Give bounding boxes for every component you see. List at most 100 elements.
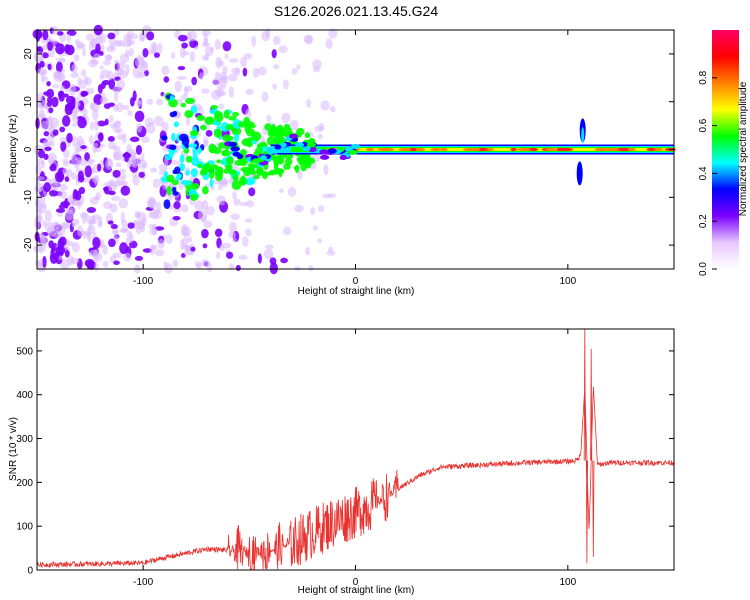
spectrogram-blob <box>208 169 215 180</box>
ridge-onset-blob <box>306 142 317 148</box>
ridge-onset-blob <box>319 154 330 160</box>
ridge-onset-blob <box>302 146 311 152</box>
ridge-peak <box>595 147 610 152</box>
spectrogram-noise-blob <box>93 261 99 272</box>
spectrogram-noise-blob <box>80 195 85 204</box>
spectrogram-blob <box>180 102 187 108</box>
spectrogram-noise-blob <box>189 39 197 49</box>
spectrogram-noise-blob <box>102 60 112 66</box>
spectrogram-noise-blob <box>107 32 116 40</box>
spectrogram-noise-blob <box>219 71 228 81</box>
spectrogram-blob <box>231 180 242 191</box>
spectrogram-noise-blob <box>42 29 49 41</box>
spectrogram-noise-blob <box>146 31 155 41</box>
spectrogram-noise-blob <box>215 251 221 260</box>
spectrogram-blob <box>192 151 198 162</box>
spectrogram-blob <box>166 174 175 183</box>
spectrogram-noise-blob <box>99 74 105 80</box>
ridge-peak <box>366 147 375 152</box>
colorbar-ticks: 0.0 0.2 0.4 0.6 0.8 <box>698 70 717 276</box>
spectrogram-noise-blob <box>115 162 122 167</box>
spectrogram-noise-blob <box>59 58 66 63</box>
spectrogram-noise-blob <box>57 190 68 199</box>
spectrogram-noise-blob <box>138 72 146 78</box>
spectrogram-blob <box>256 167 264 176</box>
ridge-peak <box>430 147 442 152</box>
spectrogram-blob <box>244 121 255 127</box>
spectrogram-noise-blob <box>269 257 277 265</box>
spectrogram-noise-blob <box>102 186 110 192</box>
spectrogram-noise-blob <box>177 66 186 71</box>
spectrogram-noise-blob <box>58 183 68 191</box>
spectrogram-noise-blob <box>119 228 129 233</box>
spectrogram-noise-blob <box>297 169 303 180</box>
spectrogram-noise-blob <box>49 178 59 190</box>
spectrogram-noise-blob <box>279 188 284 194</box>
ridge-peak <box>415 147 426 152</box>
spectrogram-noise-blob <box>129 136 140 143</box>
spectrogram-noise-blob <box>106 45 116 53</box>
spectrogram-blob <box>304 132 311 139</box>
spectrogram-noise-blob <box>155 249 165 257</box>
spectrogram-noise-blob <box>74 38 80 46</box>
spectrogram-noise-blob <box>82 230 88 240</box>
spectrogram-noise-blob <box>272 83 277 90</box>
ridge-peak <box>376 147 392 152</box>
spectrogram-blob <box>173 121 179 128</box>
spectrogram-noise-blob <box>34 187 43 193</box>
spectrogram-blob <box>185 155 193 163</box>
spectrogram-noise-blob <box>150 244 158 251</box>
ridge-peak <box>407 147 420 152</box>
spectrogram-noise-blob <box>317 204 325 213</box>
spectrogram-blob <box>251 131 262 142</box>
spectrogram-noise-blob <box>108 238 116 248</box>
ridge-peak <box>440 147 448 152</box>
spectrogram-noise-blob <box>92 236 101 249</box>
spectrogram-noise-blob <box>116 61 126 70</box>
spectrogram-blob <box>164 153 173 161</box>
ridge-peak <box>398 147 411 152</box>
spectrogram-noise-blob <box>144 117 155 127</box>
spectrogram-noise-blob <box>76 135 84 145</box>
spectrogram-x-tick-label: 100 <box>559 276 576 287</box>
ridge-yellow <box>330 148 674 151</box>
spectrogram-blob <box>225 124 234 131</box>
spectrogram-noise-blob <box>70 72 80 78</box>
spectrogram-noise-blob <box>312 225 318 231</box>
spectrogram-noise-blob <box>142 248 153 253</box>
spectrogram-noise-blob <box>115 129 123 134</box>
spectrogram-noise-blob <box>122 152 132 158</box>
spectrogram-noise-blob <box>66 132 73 144</box>
spectrogram-noise-blob <box>317 133 323 140</box>
spectrogram-noise-blob <box>186 116 191 127</box>
spectrogram-noise-blob <box>232 237 237 243</box>
spectrogram-blob <box>209 179 214 188</box>
spectrogram-noise-blob <box>303 34 314 44</box>
spectrogram-noise-blob <box>181 226 192 237</box>
spectrogram-noise-blob <box>172 159 178 166</box>
spectrogram-noise-blob <box>265 27 271 39</box>
spectrogram-noise-blob <box>172 259 179 268</box>
spectrogram-noise-blob <box>251 35 257 47</box>
spectrogram-noise-blob <box>278 45 288 53</box>
ridge-onset-blob <box>289 133 298 139</box>
spectrogram-noise-blob <box>96 120 107 127</box>
spectrogram-noise-blob <box>157 42 163 55</box>
spectrogram-blob <box>190 168 198 178</box>
spectrogram-blob <box>182 180 192 186</box>
spectrogram-noise-blob <box>121 104 130 111</box>
spectrogram-blob <box>215 171 223 182</box>
colorbar-label: Normalized spectral amplitude <box>738 81 749 216</box>
spectrogram-noise-blob <box>88 219 97 225</box>
spectrogram-blob <box>209 164 219 171</box>
spectrogram-noise-blob <box>108 78 116 90</box>
spectrogram-noise-blob <box>287 186 297 197</box>
spectrogram-blob <box>185 169 190 176</box>
spectrogram-noise-blob <box>257 66 267 76</box>
disturbance-lower <box>576 161 583 186</box>
spectrogram-noise-blob <box>149 197 155 207</box>
spectrogram-blob <box>223 109 230 119</box>
ridge-peak <box>545 147 558 152</box>
spectrogram-noise-blob <box>113 149 123 161</box>
spectrogram-noise-blob <box>67 255 75 266</box>
